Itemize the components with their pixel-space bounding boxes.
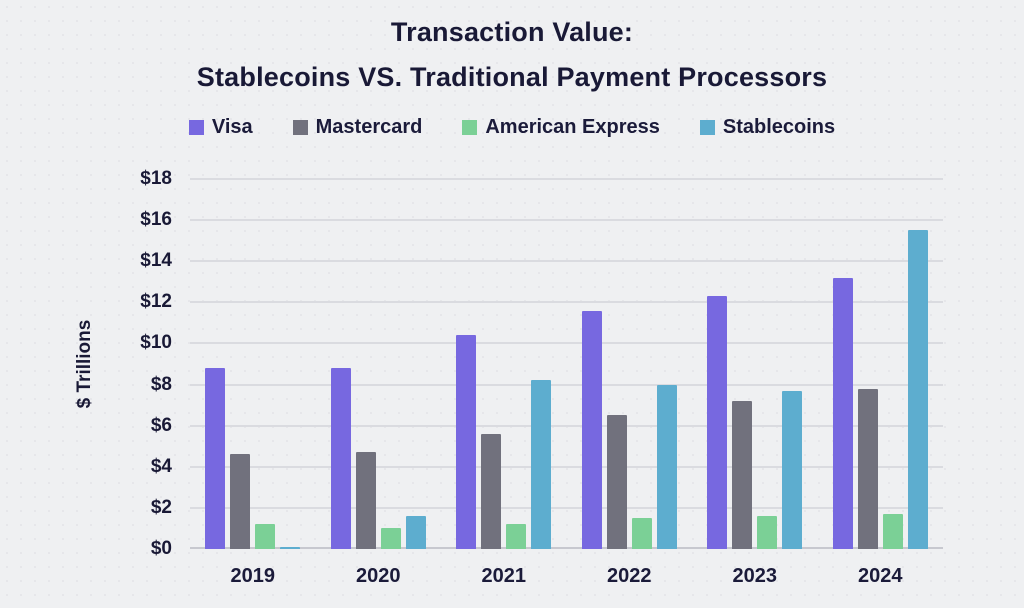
x-axis-label: 2024 <box>858 565 903 587</box>
bar-mastercard-2024 <box>857 388 878 549</box>
gridline <box>190 465 943 468</box>
chart-title-line1: Transaction Value: <box>390 17 634 47</box>
bar-visa-2019 <box>205 368 226 549</box>
y-tick-label: $4 <box>150 455 172 477</box>
legend-item-american-express: American Express <box>462 116 660 139</box>
legend-item-mastercard: Mastercard <box>292 116 423 139</box>
bar-visa-2020 <box>330 368 351 549</box>
gridline <box>190 260 943 263</box>
x-axis-label: 2021 <box>481 565 527 587</box>
bar-stablecoins-2020 <box>405 516 426 549</box>
y-tick-label: $6 <box>150 414 172 436</box>
legend-swatch-stablecoins <box>699 120 715 135</box>
gridline <box>190 506 943 509</box>
y-tick-label: $8 <box>150 373 172 395</box>
y-tick-label: $14 <box>140 250 172 272</box>
y-tick-label: $18 <box>140 168 172 189</box>
bar-visa-2023 <box>707 296 728 549</box>
y-tick-label: $16 <box>140 209 172 231</box>
bar-group-2022 <box>567 179 693 549</box>
chart-title: Transaction Value: Stablecoins VS. Tradi… <box>0 10 1024 100</box>
y-axis-tick-labels: $0 $2 $4 $6 $8 $10 $12 $14 $16 $18 <box>60 168 172 559</box>
bar-visa-2021 <box>456 335 477 549</box>
bar-mastercard-2023 <box>732 401 753 549</box>
x-axis-label: 2022 <box>607 565 652 587</box>
gridline <box>190 178 943 180</box>
legend-item-stablecoins: Stablecoins <box>699 116 836 139</box>
legend-label: American Express <box>485 116 660 138</box>
gridline <box>190 424 943 427</box>
bar-group-2023 <box>692 179 818 549</box>
bar-american-express-2019 <box>255 524 276 549</box>
y-tick-label: $12 <box>140 291 172 313</box>
y-tick-label: $0 <box>150 538 172 559</box>
chart-title-line2: Stablecoins VS. Traditional Payment Proc… <box>196 62 828 92</box>
bar-american-express-2020 <box>380 528 401 549</box>
bar-stablecoins-2022 <box>656 384 677 549</box>
bar-group-2020 <box>316 179 442 549</box>
legend-item-visa: Visa <box>188 116 253 139</box>
legend-label: Stablecoins <box>722 116 836 138</box>
bar-visa-2022 <box>581 310 602 549</box>
bar-group-2019 <box>190 179 316 549</box>
gridline <box>190 342 943 345</box>
legend-swatch-american-express <box>462 120 478 135</box>
bar-group-2024 <box>818 179 944 549</box>
plot-area <box>190 178 943 549</box>
y-tick-label: $10 <box>140 332 172 354</box>
x-axis-baseline <box>190 547 943 549</box>
bar-visa-2024 <box>832 277 853 549</box>
legend-label: Visa <box>211 116 253 138</box>
bar-stablecoins-2024 <box>907 230 928 549</box>
bar-mastercard-2021 <box>481 433 502 549</box>
bar-american-express-2023 <box>757 516 778 549</box>
x-axis-labels: 2019 2020 2021 2022 2023 2024 <box>190 565 943 588</box>
gridline <box>190 219 943 222</box>
bar-mastercard-2020 <box>355 452 376 549</box>
gridline <box>190 383 943 386</box>
legend: Visa Mastercard American Express Stablecoin… <box>0 116 1024 139</box>
legend-swatch-mastercard <box>292 120 308 135</box>
bar-american-express-2022 <box>631 518 652 549</box>
x-axis-label: 2020 <box>356 565 401 587</box>
bar-stablecoins-2019 <box>280 546 301 549</box>
bar-stablecoins-2021 <box>531 380 552 549</box>
legend-label: Mastercard <box>315 116 423 138</box>
y-tick-label: $2 <box>150 496 172 518</box>
bar-mastercard-2019 <box>230 454 251 549</box>
x-axis-label: 2019 <box>230 565 276 587</box>
bar-groups <box>190 179 943 549</box>
bar-group-2021 <box>441 179 567 549</box>
gridline <box>190 301 943 304</box>
bar-mastercard-2022 <box>606 415 627 549</box>
x-axis-label: 2023 <box>732 565 778 587</box>
bar-stablecoins-2023 <box>782 390 803 549</box>
bar-american-express-2024 <box>882 514 903 549</box>
bar-american-express-2021 <box>506 524 527 549</box>
legend-swatch-visa <box>188 120 204 135</box>
